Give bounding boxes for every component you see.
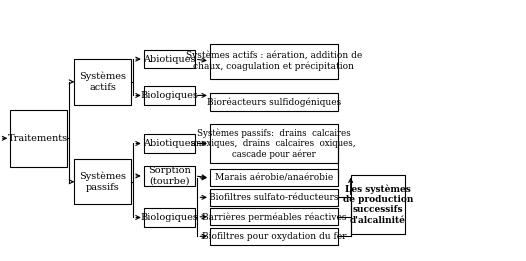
Text: Systèmes
passifs: Systèmes passifs [79,172,126,192]
Text: Biologiques: Biologiques [140,91,198,100]
Text: Biofiltres pour oxydation du fer: Biofiltres pour oxydation du fer [201,232,346,241]
FancyBboxPatch shape [210,228,338,245]
FancyBboxPatch shape [10,110,66,167]
FancyBboxPatch shape [144,86,195,105]
FancyBboxPatch shape [210,208,338,225]
Text: Bioréacteurs sulfidogéniques: Bioréacteurs sulfidogéniques [207,97,341,107]
Text: Abiotiques: Abiotiques [143,139,196,148]
FancyBboxPatch shape [210,93,338,111]
Text: Systèmes
actifs: Systèmes actifs [79,72,126,92]
FancyBboxPatch shape [144,165,195,186]
FancyBboxPatch shape [210,44,338,79]
Text: Les systèmes
de production
successifs
d'alcalinité: Les systèmes de production successifs d'… [343,184,413,225]
Text: Traitements: Traitements [8,134,68,143]
FancyBboxPatch shape [74,159,130,204]
FancyBboxPatch shape [144,134,195,153]
Text: Biofiltres sulfato-réducteurs: Biofiltres sulfato-réducteurs [209,193,339,202]
FancyBboxPatch shape [351,175,406,234]
FancyBboxPatch shape [210,124,338,163]
FancyBboxPatch shape [74,59,130,105]
Text: Barrières perméables réactives: Barrières perméables réactives [201,212,346,222]
Text: Biologiques: Biologiques [140,213,198,222]
FancyBboxPatch shape [144,50,195,68]
Text: Sorption
(tourbe): Sorption (tourbe) [148,166,190,186]
FancyBboxPatch shape [144,208,195,227]
Text: Systèmes actifs : aération, addition de
chaux, coagulation et précipitation: Systèmes actifs : aération, addition de … [186,51,362,71]
FancyBboxPatch shape [210,189,338,206]
Text: Marais aérobie/anaérobie: Marais aérobie/anaérobie [215,173,333,182]
Text: Systèmes passifs:  drains  calcaires
anoxiques,  drains  calcaires  oxiques,
cas: Systèmes passifs: drains calcaires anoxi… [191,128,356,159]
FancyBboxPatch shape [210,169,338,186]
Text: Abiotiques: Abiotiques [143,55,196,64]
